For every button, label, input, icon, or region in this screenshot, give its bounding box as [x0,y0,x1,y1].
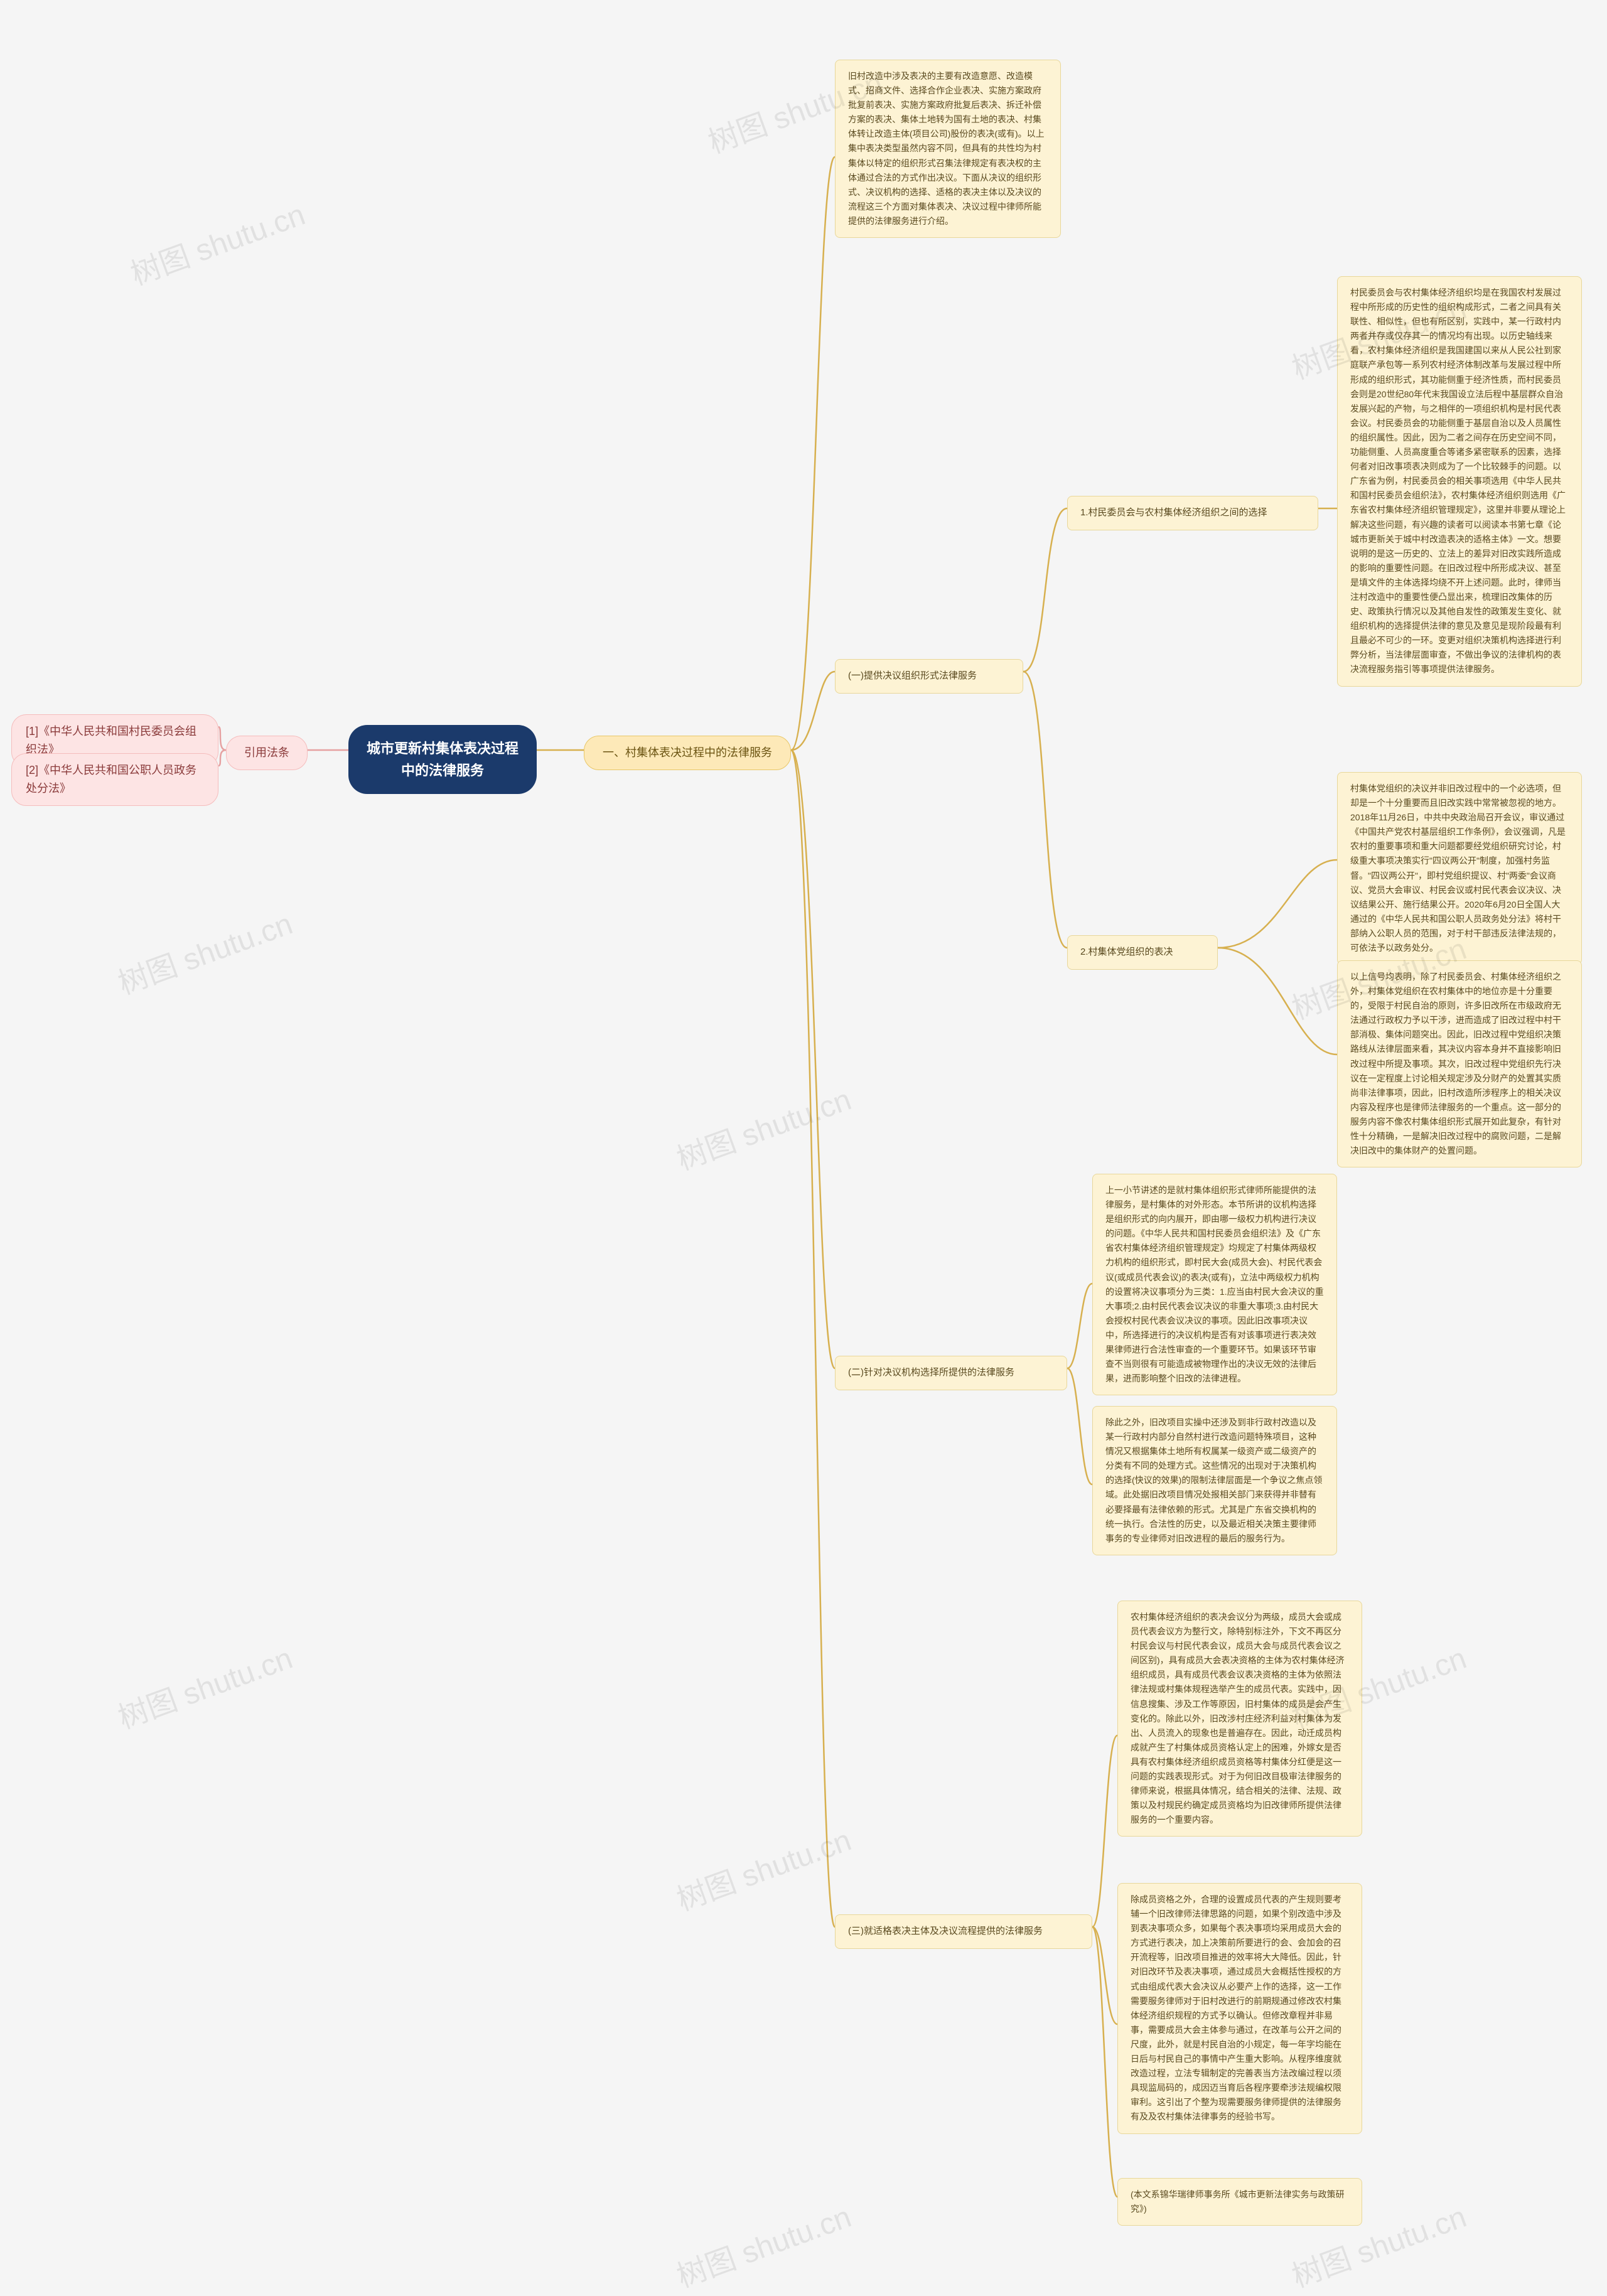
sub3-leaf-1: 农村集体经济组织的表决会议分为两级，成员大会或成员代表会议方为整行文，除特别标注… [1117,1601,1362,1837]
sub1-child2-leaf-2: 以上信号均表明，除了村民委员会、村集体经济组织之外，村集体党组织在农村集体中的地… [1337,960,1582,1167]
sub1-child1-label[interactable]: 1.村民委员会与农村集体经济组织之间的选择 [1067,496,1318,530]
branch-left[interactable]: 引用法条 [226,736,308,770]
mindmap-canvas: 城市更新村集体表决过程中的法律服务 引用法条 [1]《中华人民共和国村民委员会组… [0,0,1607,2293]
leaf-law-2: [2]《中华人民共和国公职人员政务处分法》 [11,753,218,806]
sub3-leaf-3: (本文系锦华瑞律师事务所《城市更新法律实务与政策研究》) [1117,2178,1362,2226]
sub2-leaf-1: 上一小节讲述的是就村集体组织形式律师所能提供的法律服务，是村集体的对外形态。本节… [1092,1174,1337,1395]
sub3-leaf-2: 除成员资格之外，合理的设置成员代表的产生规则要考辅一个旧改律师法律思路的问题，如… [1117,1883,1362,2134]
sub1-child1-leaf: 村民委员会与农村集体经济组织均是在我国农村发展过程中所形成的历史性的组织构成形式… [1337,276,1582,687]
branch-right[interactable]: 一、村集体表决过程中的法律服务 [584,736,791,770]
sub2-label[interactable]: (二)针对决议机构选择所提供的法律服务 [835,1356,1067,1390]
root-node: 城市更新村集体表决过程中的法律服务 [348,725,537,794]
sub3-label[interactable]: (三)就适格表决主体及决议流程提供的法律服务 [835,1914,1092,1949]
intro-leaf: 旧村改造中涉及表决的主要有改造意愿、改造模式、招商文件、选择合作企业表决、实施方… [835,60,1061,238]
sub1-child2-leaf-1: 村集体党组织的决议并非旧改过程中的一个必选项，但却是一个十分重要而且旧改实践中常… [1337,772,1582,965]
sub1-label[interactable]: (一)提供决议组织形式法律服务 [835,659,1023,694]
sub2-leaf-2: 除此之外，旧改项目实操中还涉及到非行政村改造以及某一行政村内部分自然村进行改造问… [1092,1406,1337,1555]
sub1-child2-label[interactable]: 2.村集体党组织的表决 [1067,935,1218,970]
